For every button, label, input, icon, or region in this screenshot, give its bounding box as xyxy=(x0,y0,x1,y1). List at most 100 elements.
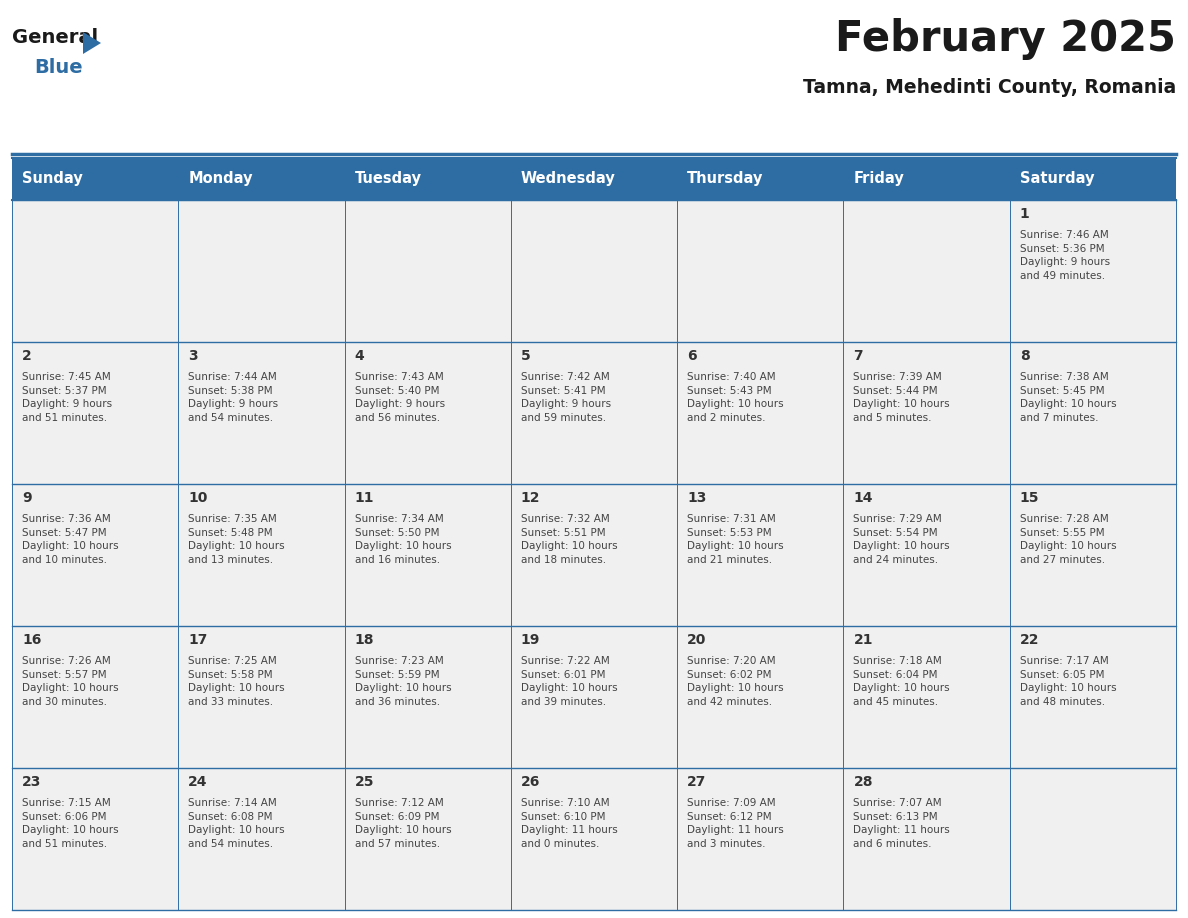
Bar xyxy=(1010,626,1176,768)
Bar xyxy=(677,626,843,768)
Bar xyxy=(178,768,345,910)
Text: 20: 20 xyxy=(687,633,707,647)
Bar xyxy=(345,342,511,484)
Text: 23: 23 xyxy=(23,775,42,789)
Text: Sunrise: 7:45 AM
Sunset: 5:37 PM
Daylight: 9 hours
and 51 minutes.: Sunrise: 7:45 AM Sunset: 5:37 PM Dayligh… xyxy=(23,372,112,423)
Bar xyxy=(511,484,677,626)
Text: 3: 3 xyxy=(188,349,198,363)
Bar xyxy=(12,342,178,484)
Text: 12: 12 xyxy=(520,491,541,505)
Text: Sunrise: 7:42 AM
Sunset: 5:41 PM
Daylight: 9 hours
and 59 minutes.: Sunrise: 7:42 AM Sunset: 5:41 PM Dayligh… xyxy=(520,372,611,423)
Bar xyxy=(12,484,178,626)
Bar xyxy=(677,342,843,484)
Text: Sunrise: 7:28 AM
Sunset: 5:55 PM
Daylight: 10 hours
and 27 minutes.: Sunrise: 7:28 AM Sunset: 5:55 PM Dayligh… xyxy=(1019,514,1117,565)
Text: Sunrise: 7:15 AM
Sunset: 6:06 PM
Daylight: 10 hours
and 51 minutes.: Sunrise: 7:15 AM Sunset: 6:06 PM Dayligh… xyxy=(23,798,119,849)
Text: Sunrise: 7:35 AM
Sunset: 5:48 PM
Daylight: 10 hours
and 13 minutes.: Sunrise: 7:35 AM Sunset: 5:48 PM Dayligh… xyxy=(188,514,285,565)
Text: Sunrise: 7:44 AM
Sunset: 5:38 PM
Daylight: 9 hours
and 54 minutes.: Sunrise: 7:44 AM Sunset: 5:38 PM Dayligh… xyxy=(188,372,278,423)
Text: Sunrise: 7:20 AM
Sunset: 6:02 PM
Daylight: 10 hours
and 42 minutes.: Sunrise: 7:20 AM Sunset: 6:02 PM Dayligh… xyxy=(687,656,784,707)
Text: Sunrise: 7:26 AM
Sunset: 5:57 PM
Daylight: 10 hours
and 30 minutes.: Sunrise: 7:26 AM Sunset: 5:57 PM Dayligh… xyxy=(23,656,119,707)
Text: Sunrise: 7:22 AM
Sunset: 6:01 PM
Daylight: 10 hours
and 39 minutes.: Sunrise: 7:22 AM Sunset: 6:01 PM Dayligh… xyxy=(520,656,618,707)
Bar xyxy=(12,626,178,768)
Text: Sunrise: 7:32 AM
Sunset: 5:51 PM
Daylight: 10 hours
and 18 minutes.: Sunrise: 7:32 AM Sunset: 5:51 PM Dayligh… xyxy=(520,514,618,565)
Text: 13: 13 xyxy=(687,491,707,505)
Bar xyxy=(1010,342,1176,484)
Text: Sunrise: 7:17 AM
Sunset: 6:05 PM
Daylight: 10 hours
and 48 minutes.: Sunrise: 7:17 AM Sunset: 6:05 PM Dayligh… xyxy=(1019,656,1117,707)
Bar xyxy=(511,626,677,768)
Bar xyxy=(843,484,1010,626)
Text: 7: 7 xyxy=(853,349,862,363)
Text: 5: 5 xyxy=(520,349,531,363)
Text: 14: 14 xyxy=(853,491,873,505)
Bar xyxy=(843,626,1010,768)
Text: 1: 1 xyxy=(1019,207,1030,221)
Text: Sunrise: 7:40 AM
Sunset: 5:43 PM
Daylight: 10 hours
and 2 minutes.: Sunrise: 7:40 AM Sunset: 5:43 PM Dayligh… xyxy=(687,372,784,423)
Text: Sunrise: 7:14 AM
Sunset: 6:08 PM
Daylight: 10 hours
and 54 minutes.: Sunrise: 7:14 AM Sunset: 6:08 PM Dayligh… xyxy=(188,798,285,849)
Text: Sunrise: 7:29 AM
Sunset: 5:54 PM
Daylight: 10 hours
and 24 minutes.: Sunrise: 7:29 AM Sunset: 5:54 PM Dayligh… xyxy=(853,514,950,565)
Text: Sunrise: 7:10 AM
Sunset: 6:10 PM
Daylight: 11 hours
and 0 minutes.: Sunrise: 7:10 AM Sunset: 6:10 PM Dayligh… xyxy=(520,798,618,849)
Text: Monday: Monday xyxy=(188,172,253,186)
Text: Sunrise: 7:25 AM
Sunset: 5:58 PM
Daylight: 10 hours
and 33 minutes.: Sunrise: 7:25 AM Sunset: 5:58 PM Dayligh… xyxy=(188,656,285,707)
Bar xyxy=(1010,200,1176,342)
Text: Tuesday: Tuesday xyxy=(354,172,422,186)
Text: 17: 17 xyxy=(188,633,208,647)
Bar xyxy=(12,200,178,342)
Bar xyxy=(178,484,345,626)
Text: Sunrise: 7:34 AM
Sunset: 5:50 PM
Daylight: 10 hours
and 16 minutes.: Sunrise: 7:34 AM Sunset: 5:50 PM Dayligh… xyxy=(354,514,451,565)
Text: Saturday: Saturday xyxy=(1019,172,1094,186)
Text: Sunrise: 7:39 AM
Sunset: 5:44 PM
Daylight: 10 hours
and 5 minutes.: Sunrise: 7:39 AM Sunset: 5:44 PM Dayligh… xyxy=(853,372,950,423)
Text: 28: 28 xyxy=(853,775,873,789)
Text: 11: 11 xyxy=(354,491,374,505)
Text: 6: 6 xyxy=(687,349,697,363)
Bar xyxy=(511,768,677,910)
Text: Sunrise: 7:38 AM
Sunset: 5:45 PM
Daylight: 10 hours
and 7 minutes.: Sunrise: 7:38 AM Sunset: 5:45 PM Dayligh… xyxy=(1019,372,1117,423)
Bar xyxy=(843,768,1010,910)
Text: 26: 26 xyxy=(520,775,541,789)
Bar xyxy=(511,200,677,342)
Text: General: General xyxy=(12,28,99,47)
Bar xyxy=(677,484,843,626)
Bar xyxy=(843,342,1010,484)
Bar xyxy=(178,200,345,342)
Text: 21: 21 xyxy=(853,633,873,647)
Text: Friday: Friday xyxy=(853,172,904,186)
Bar xyxy=(345,484,511,626)
Bar xyxy=(511,342,677,484)
Text: Thursday: Thursday xyxy=(687,172,764,186)
Text: Sunrise: 7:23 AM
Sunset: 5:59 PM
Daylight: 10 hours
and 36 minutes.: Sunrise: 7:23 AM Sunset: 5:59 PM Dayligh… xyxy=(354,656,451,707)
Text: Sunrise: 7:12 AM
Sunset: 6:09 PM
Daylight: 10 hours
and 57 minutes.: Sunrise: 7:12 AM Sunset: 6:09 PM Dayligh… xyxy=(354,798,451,849)
Text: 4: 4 xyxy=(354,349,365,363)
Text: 2: 2 xyxy=(23,349,32,363)
Text: 18: 18 xyxy=(354,633,374,647)
Bar xyxy=(1010,484,1176,626)
Bar xyxy=(345,200,511,342)
Bar xyxy=(178,626,345,768)
Text: 19: 19 xyxy=(520,633,541,647)
Text: February 2025: February 2025 xyxy=(835,18,1176,60)
Bar xyxy=(345,626,511,768)
Text: 8: 8 xyxy=(1019,349,1030,363)
Text: Sunday: Sunday xyxy=(23,172,83,186)
Text: Sunrise: 7:18 AM
Sunset: 6:04 PM
Daylight: 10 hours
and 45 minutes.: Sunrise: 7:18 AM Sunset: 6:04 PM Dayligh… xyxy=(853,656,950,707)
Text: Wednesday: Wednesday xyxy=(520,172,615,186)
Bar xyxy=(677,768,843,910)
Bar xyxy=(843,200,1010,342)
Text: 16: 16 xyxy=(23,633,42,647)
Bar xyxy=(178,342,345,484)
Text: Sunrise: 7:31 AM
Sunset: 5:53 PM
Daylight: 10 hours
and 21 minutes.: Sunrise: 7:31 AM Sunset: 5:53 PM Dayligh… xyxy=(687,514,784,565)
Text: Sunrise: 7:43 AM
Sunset: 5:40 PM
Daylight: 9 hours
and 56 minutes.: Sunrise: 7:43 AM Sunset: 5:40 PM Dayligh… xyxy=(354,372,444,423)
Text: 25: 25 xyxy=(354,775,374,789)
Text: Sunrise: 7:46 AM
Sunset: 5:36 PM
Daylight: 9 hours
and 49 minutes.: Sunrise: 7:46 AM Sunset: 5:36 PM Dayligh… xyxy=(1019,230,1110,281)
Bar xyxy=(1010,768,1176,910)
Bar xyxy=(12,768,178,910)
Bar xyxy=(12,158,1176,200)
Text: 9: 9 xyxy=(23,491,32,505)
Text: Sunrise: 7:36 AM
Sunset: 5:47 PM
Daylight: 10 hours
and 10 minutes.: Sunrise: 7:36 AM Sunset: 5:47 PM Dayligh… xyxy=(23,514,119,565)
Text: Tamna, Mehedinti County, Romania: Tamna, Mehedinti County, Romania xyxy=(803,78,1176,97)
Bar xyxy=(677,200,843,342)
Text: 10: 10 xyxy=(188,491,208,505)
Text: 24: 24 xyxy=(188,775,208,789)
Text: Sunrise: 7:07 AM
Sunset: 6:13 PM
Daylight: 11 hours
and 6 minutes.: Sunrise: 7:07 AM Sunset: 6:13 PM Dayligh… xyxy=(853,798,950,849)
Text: 22: 22 xyxy=(1019,633,1040,647)
Text: Blue: Blue xyxy=(34,58,83,77)
Text: 27: 27 xyxy=(687,775,707,789)
